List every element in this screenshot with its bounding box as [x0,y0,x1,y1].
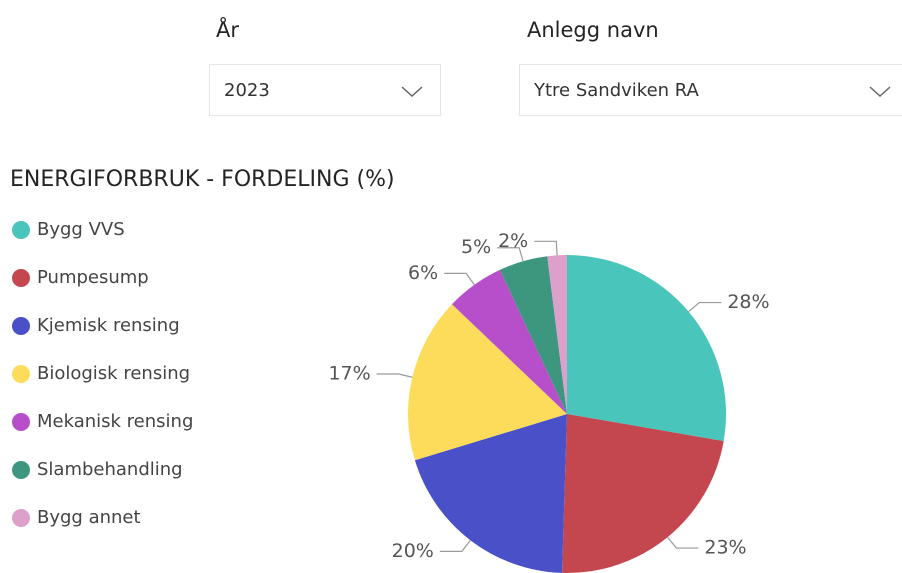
legend-label: Kjemisk rensing [37,315,180,336]
legend-label: Pumpesump [37,267,149,288]
legend-marker [12,317,30,335]
data-label: 23% [704,537,746,559]
slicer-value: 2023 [224,80,270,101]
legend-marker [12,365,30,383]
legend-label: Mekanisk rensing [37,411,193,432]
pie-slice [414,414,567,573]
slicer-label: År [216,18,239,42]
pie-slice [562,414,724,573]
data-label: 20% [392,540,434,562]
slicer-dropdown[interactable]: Ytre Sandviken RA [519,64,902,116]
pie-slice [499,256,567,414]
leader-line [667,536,699,549]
slicer-label: Anlegg navn [527,18,659,42]
leader-line [439,539,471,552]
pie-slice [451,269,567,414]
legend-label: Biologisk rensing [37,363,190,384]
leader-line [534,240,558,256]
data-label: 28% [727,291,769,313]
pie-slice [567,255,726,442]
slicer-value: Ytre Sandviken RA [534,80,699,101]
data-label: 6% [408,262,438,284]
legend-label: Bygg annet [37,507,141,528]
leader-line [376,373,413,378]
data-label: 5% [461,236,491,258]
chart-title: ENERGIFORBRUK - FORDELING (%) [10,167,395,192]
chevron [401,86,423,98]
data-label: 17% [328,363,370,385]
legend-marker [12,413,30,431]
legend-label: Bygg VVS [37,219,125,240]
legend-marker [12,221,30,239]
data-label: 2% [498,230,528,252]
legend-label: Slambehandling [37,459,183,480]
legend-marker [12,461,30,479]
legend-marker [12,269,30,287]
pie-slice [408,304,567,461]
leader-line [497,247,524,262]
leader-line [444,272,475,286]
chevron [869,86,891,98]
slicer-dropdown[interactable]: 2023 [209,64,441,116]
leader-line [688,301,722,313]
pie-slice [547,255,567,414]
legend-marker [12,509,30,527]
